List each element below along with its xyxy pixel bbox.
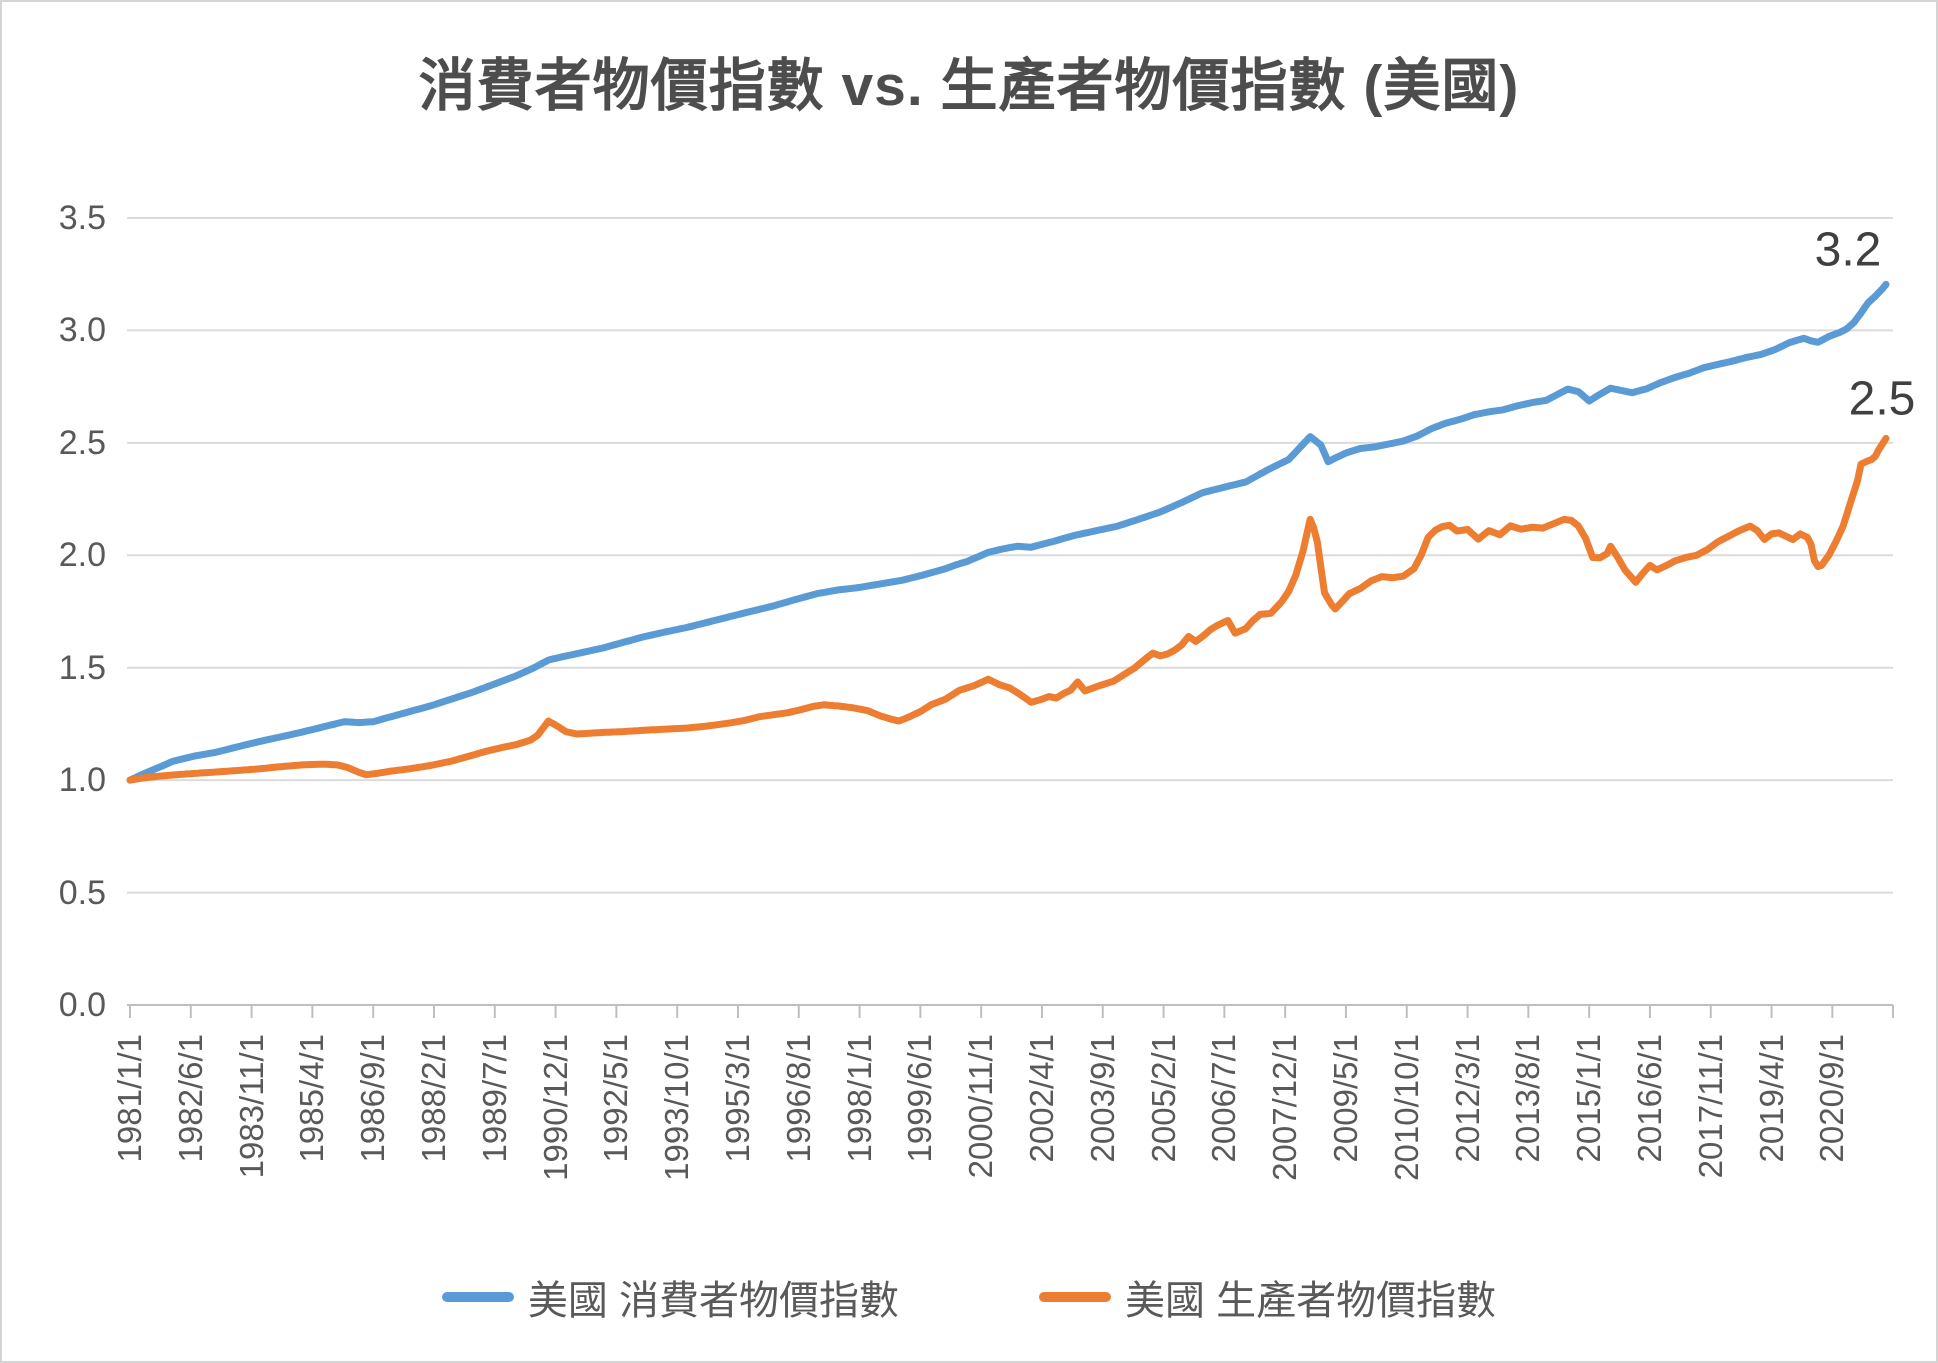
x-tick-label: 1993/10/1 [658, 1034, 696, 1181]
x-tick-label: 2012/3/1 [1448, 1034, 1486, 1163]
legend-item-cpi[interactable]: 美國 消費者物價指數 [441, 1268, 899, 1326]
y-tick-label: 1.0 [58, 761, 106, 800]
x-tick-label: 2015/1/1 [1570, 1034, 1608, 1163]
x-tick-label: 2020/9/1 [1813, 1034, 1851, 1163]
y-tick-label: 1.5 [58, 648, 106, 687]
x-tick-label: 1999/6/1 [901, 1034, 939, 1163]
legend: 美國 消費者物價指數 美國 生產者物價指數 [0, 1268, 1938, 1326]
x-tick-label: 2009/5/1 [1326, 1034, 1364, 1163]
x-tick-label: 1995/3/1 [718, 1034, 756, 1163]
x-tick-label: 1988/2/1 [414, 1034, 452, 1163]
x-tick-label: 2005/2/1 [1144, 1034, 1182, 1163]
x-tick-label: 2013/8/1 [1509, 1034, 1547, 1163]
x-tick-label: 1998/1/1 [840, 1034, 878, 1163]
cpi-line-swatch [441, 1292, 514, 1302]
ppi-line-swatch [1039, 1292, 1111, 1302]
x-tick-label: 2017/11/1 [1691, 1034, 1729, 1179]
x-tick-label: 1992/5/1 [597, 1034, 635, 1163]
x-tick-label: 1986/9/1 [354, 1034, 392, 1163]
ppi-series-line[interactable] [126, 434, 1890, 784]
y-tick-label: 0.0 [58, 986, 106, 1024]
x-tick-label: 2000/11/1 [962, 1034, 1000, 1179]
y-tick-label: 2.0 [58, 536, 106, 575]
x-tick-label: 1983/11/1 [232, 1034, 270, 1179]
x-tick-label: 2016/6/1 [1630, 1034, 1668, 1163]
x-tick-label: 1989/7/1 [475, 1034, 513, 1163]
x-tick-label: 2003/9/1 [1083, 1034, 1121, 1163]
legend-label-ppi: 美國 生產者物價指數 [1125, 1279, 1497, 1323]
x-tick-label: 1990/12/1 [536, 1034, 574, 1181]
x-tick-label: 1981/1/1 [111, 1034, 148, 1163]
cpi-end-value-label: 3.2 [1814, 223, 1882, 277]
chart-title: 消費者物價指數 vs. 生產者物價指數 (美國) [418, 54, 1520, 118]
y-tick-label: 3.5 [58, 199, 106, 237]
legend-label-cpi: 美國 消費者物價指數 [527, 1279, 899, 1323]
y-tick-label: 3.0 [58, 311, 106, 350]
x-tick-label: 2002/4/1 [1022, 1034, 1060, 1163]
x-tick-label: 1982/6/1 [171, 1034, 209, 1163]
x-tick-label: 1996/8/1 [779, 1034, 817, 1163]
ppi-end-value-label: 2.5 [1848, 372, 1916, 426]
x-tick-label: 2019/4/1 [1752, 1034, 1790, 1163]
legend-item-ppi[interactable]: 美國 生產者物價指數 [1039, 1268, 1496, 1326]
y-tick-label: 2.5 [58, 423, 106, 462]
x-tick-label: 2010/10/1 [1387, 1034, 1425, 1181]
y-tick-label: 0.5 [58, 873, 106, 912]
x-tick-label: 2007/12/1 [1266, 1034, 1304, 1181]
cpi-series-line[interactable] [126, 280, 1890, 784]
x-tick-label: 2006/7/1 [1205, 1034, 1243, 1163]
x-tick-label: 1985/4/1 [293, 1034, 331, 1163]
